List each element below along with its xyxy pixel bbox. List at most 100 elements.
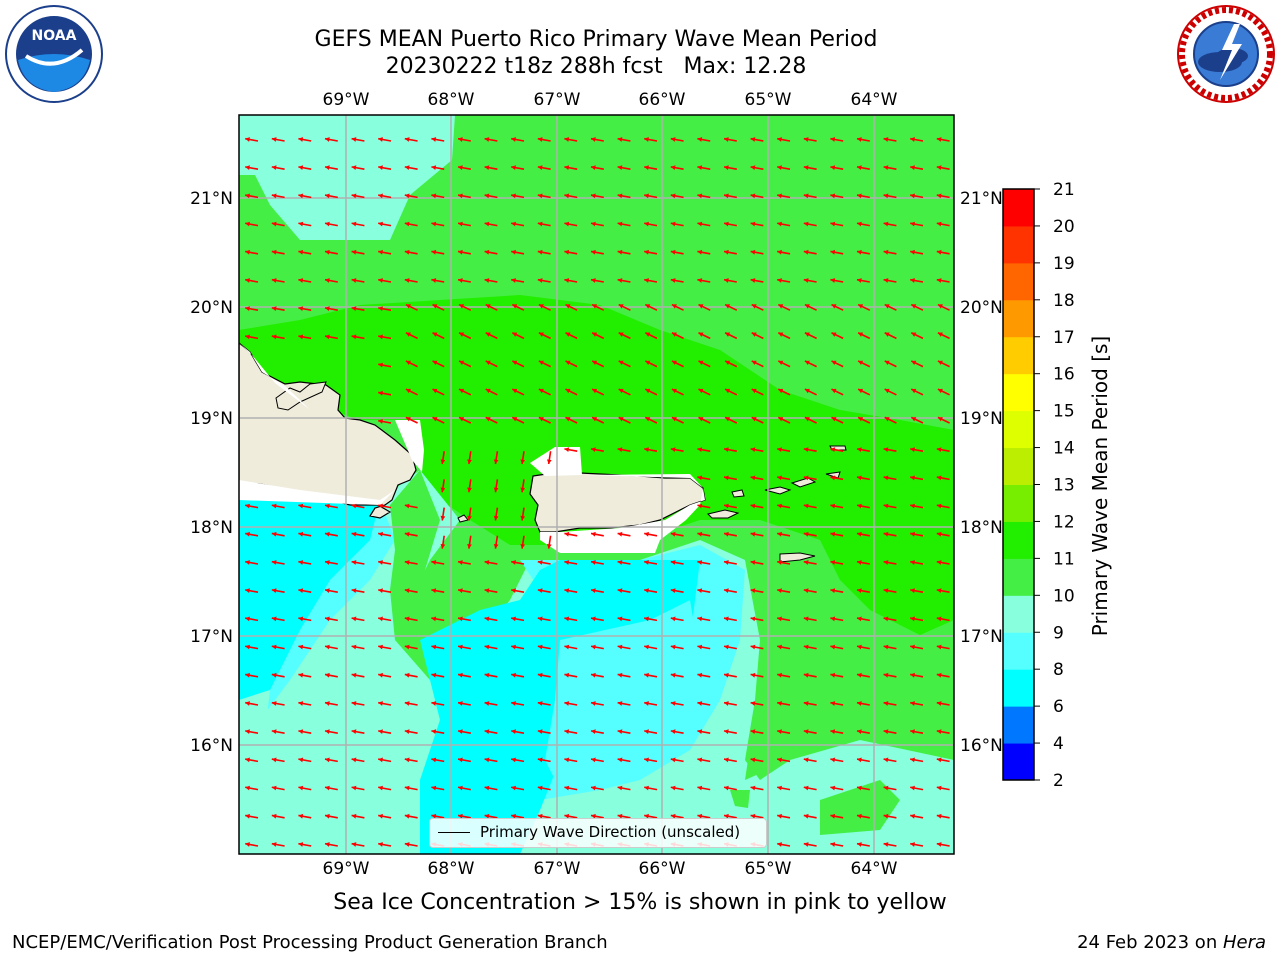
wave-direction-arrowhead: [484, 701, 490, 706]
wave-direction-arrowhead: [697, 757, 703, 763]
wave-direction-arrowhead: [298, 221, 304, 227]
wave-direction-arrowhead: [537, 813, 543, 819]
wave-direction-arrowhead: [351, 165, 357, 171]
wave-direction-arrowhead: [644, 672, 649, 678]
wave-direction-arrowhead: [245, 137, 250, 142]
wave-direction-arrowhead: [671, 417, 677, 422]
wave-direction-arrowhead: [431, 193, 437, 199]
wave-direction-arrowhead: [778, 360, 784, 366]
wave-direction-arrowhead: [617, 701, 623, 706]
wave-direction-arrowhead: [431, 221, 437, 227]
wave-direction-arrowhead: [484, 785, 490, 791]
wave-direction-arrowhead: [459, 388, 465, 394]
wave-direction-arrowhead: [591, 813, 596, 819]
wave-direction-arrowhead: [511, 221, 516, 227]
wave-direction-arrowhead: [857, 842, 862, 847]
lon-label-top: 69°W: [323, 90, 370, 110]
wave-direction-arrowhead: [803, 447, 809, 453]
wave-direction-arrowhead: [670, 137, 676, 142]
wave-direction-arrowhead: [777, 531, 782, 537]
lon-label-bottom: 67°W: [534, 859, 581, 879]
wave-direction-arrowhead: [564, 531, 570, 537]
wave-direction-arrowhead: [883, 644, 889, 650]
wave-direction-arrowhead: [803, 729, 809, 735]
wave-direction-arrowhead: [803, 813, 809, 819]
wave-direction-arrowhead: [511, 278, 516, 283]
wave-direction-arrowhead: [564, 757, 570, 763]
wave-direction-arrowhead: [271, 616, 277, 622]
wave-direction-arrowhead: [937, 332, 943, 337]
wave-direction-arrowhead: [458, 729, 463, 735]
wave-direction-arrowhead: [351, 813, 357, 819]
wave-direction-arrowhead: [564, 729, 570, 735]
wave-direction-arrowhead: [803, 221, 809, 227]
wave-direction-arrowhead: [750, 616, 756, 622]
wave-direction-arrowhead: [564, 701, 570, 706]
wave-direction-arrowhead: [564, 785, 570, 791]
wave-direction-arrowhead: [617, 278, 623, 283]
wave-direction-arrowhead: [404, 249, 410, 255]
wave-direction-arrowhead: [936, 616, 942, 622]
wave-direction-arrowhead: [671, 388, 677, 394]
wave-direction-arrowhead: [511, 616, 516, 622]
wave-direction-arrowhead: [751, 304, 757, 309]
wave-direction-arrowhead: [644, 644, 649, 650]
wave-direction-arrowhead: [697, 137, 703, 142]
wave-direction-arrowhead: [325, 672, 330, 678]
wave-direction-arrowhead: [378, 390, 383, 396]
wave-direction-arrowhead: [431, 757, 437, 763]
wave-direction-arrowhead: [404, 757, 410, 763]
colorbar-tick-label: 10: [1053, 586, 1075, 606]
wave-direction-arrowhead: [645, 417, 651, 422]
colorbar-label: Primary Wave Mean Period [s]: [1088, 335, 1112, 637]
wave-direction-arrowhead: [404, 672, 410, 678]
wave-direction-arrowhead: [724, 757, 729, 763]
wave-direction-arrowhead: [804, 388, 810, 394]
wave-direction-arrowhead: [378, 221, 383, 227]
wave-direction-arrowhead: [431, 672, 437, 678]
wave-direction-arrowhead: [644, 165, 649, 171]
lat-label-left: 19°N: [190, 409, 233, 429]
wave-direction-arrowhead: [512, 360, 518, 366]
wave-direction-arrowhead: [404, 560, 410, 565]
wave-direction-arrowhead: [271, 503, 277, 509]
wave-direction-arrowhead: [591, 137, 596, 142]
wave-direction-arrowhead: [724, 672, 729, 678]
wave-direction-arrowhead: [883, 278, 889, 283]
wave-direction-arrowhead: [245, 785, 250, 791]
wave-direction-arrowhead: [440, 515, 446, 521]
wave-direction-arrowhead: [936, 813, 942, 819]
wave-direction-arrowhead: [325, 729, 330, 735]
wave-direction-arrowhead: [670, 785, 676, 791]
lat-label-left: 20°N: [190, 298, 233, 318]
wave-direction-arrowhead: [884, 304, 890, 309]
wave-direction-arrowhead: [751, 417, 757, 422]
wave-direction-arrowhead: [271, 221, 277, 227]
wave-direction-arrowhead: [564, 672, 570, 678]
wave-direction-arrowhead: [459, 417, 465, 422]
footer-date-text: 24 Feb 2023 on: [1077, 932, 1223, 953]
wave-direction-arrowhead: [697, 249, 703, 255]
wave-direction-arrowhead: [883, 757, 889, 763]
wave-direction-arrowhead: [671, 304, 677, 309]
wave-direction-arrowhead: [670, 672, 676, 678]
wave-direction-arrowhead: [378, 842, 383, 847]
colorbar-segment: [1003, 706, 1034, 744]
wave-direction-arrowhead: [936, 137, 942, 142]
wave-direction-arrowhead: [431, 249, 437, 255]
lon-label-top: 65°W: [745, 90, 792, 110]
wave-direction-arrowhead: [777, 813, 782, 819]
wave-direction-arrowhead: [697, 644, 703, 650]
wave-direction-arrowhead: [618, 388, 624, 394]
wave-direction-arrowhead: [724, 447, 729, 453]
wave-direction-arrowhead: [493, 543, 499, 549]
wave-direction-arrowhead: [697, 221, 703, 227]
wave-direction-arrowhead: [467, 515, 472, 521]
wave-direction-arrowhead: [750, 221, 756, 227]
wave-direction-arrowhead: [936, 193, 942, 199]
wave-direction-arrowhead: [724, 560, 729, 565]
lon-label-bottom: 66°W: [639, 859, 686, 879]
wave-direction-arrowhead: [325, 249, 330, 255]
wave-direction-arrowhead: [830, 278, 836, 283]
wave-direction-arrowhead: [351, 729, 357, 735]
